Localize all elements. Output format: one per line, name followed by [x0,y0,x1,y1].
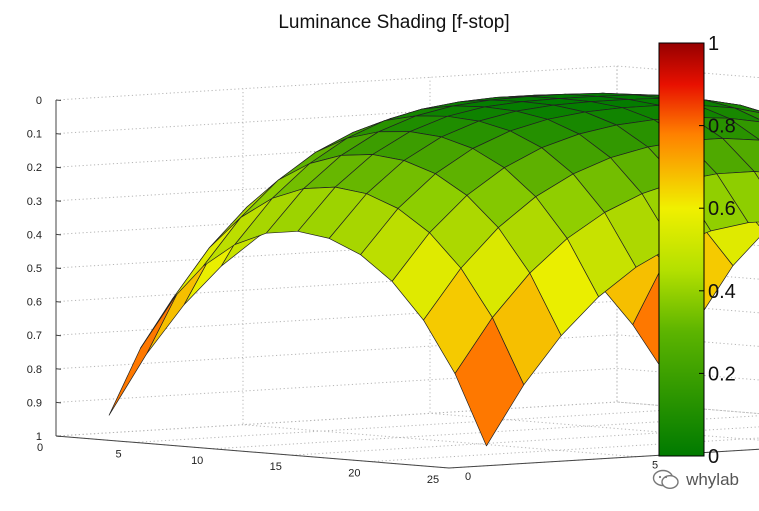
colorbar-tick-label: 0.2 [708,363,736,385]
colorbar-ticks: 0 0.2 0.4 0.6 0.8 1 [699,33,736,468]
y-axis-line [448,448,759,469]
grid-line-z [55,401,759,437]
colorbar-tick-label: 0.8 [708,116,736,138]
y-tick-label: 0 [465,471,471,483]
wechat-icon [652,469,679,490]
z-tick-label: 0.6 [27,297,42,309]
grid-line-x [55,66,618,437]
watermark-label: whylab [686,470,739,489]
z-tick-mark [55,166,62,169]
colorbar-tick-label: 1 [708,33,719,55]
grid-line-z [55,99,759,135]
colorbar-tick-label: 0 [708,446,719,468]
z-tick-mark [55,99,62,101]
z-tick-mark [55,233,62,236]
z-tick-mark [55,435,62,437]
watermark: whylab [652,465,739,495]
colorbar-gradient [658,42,705,457]
x-tick-label: 5 [116,448,122,460]
z-tick-mark [55,267,62,269]
x-axis-line [55,435,450,469]
y-tick-label: 5 [652,460,658,472]
grid-line-z [55,367,759,403]
z-tick-label: 0.9 [27,397,42,409]
z-tick-label: 0.1 [27,129,42,141]
grid-line-x [370,437,759,463]
z-tick-label: 0.7 [27,330,42,342]
grid-line-z [55,132,759,168]
grid-line-z [55,334,759,370]
surface-facet [454,317,525,447]
z-tick-label: 0.4 [27,229,42,241]
chart-title: Luminance Shading [f-stop] [278,12,509,33]
x-tick-label: 10 [191,455,203,467]
z-tick-mark [55,200,62,202]
x-tick-label: 25 [427,474,439,486]
z-tick-label: 0.3 [27,196,42,208]
z-tick-mark [55,334,62,337]
z-tick-mark [55,133,62,135]
colorbar: 0 0.2 0.4 0.6 0.8 1 [658,33,736,468]
colorbar-tick-label: 0.4 [708,281,736,303]
grid-line-x [291,426,759,456]
z-tick-mark [55,301,62,303]
z-tick-label: 1 [36,431,42,443]
z-tick-label: 0.2 [27,162,42,174]
x-tick-label: 20 [348,468,360,480]
z-tick-label: 0.8 [27,364,42,376]
z-tick-label: 0 [36,95,42,107]
grid-line-z [55,166,759,202]
z-tick-mark [55,401,62,404]
x-tick-label: 15 [270,461,282,473]
colorbar-tick-label: 0.6 [708,198,736,220]
z-tick-mark [55,368,62,370]
x-tick-label: 0 [37,442,43,454]
grid-line-z [55,233,759,269]
grid-line-z [55,65,759,101]
z-tick-label: 0.5 [27,263,42,275]
